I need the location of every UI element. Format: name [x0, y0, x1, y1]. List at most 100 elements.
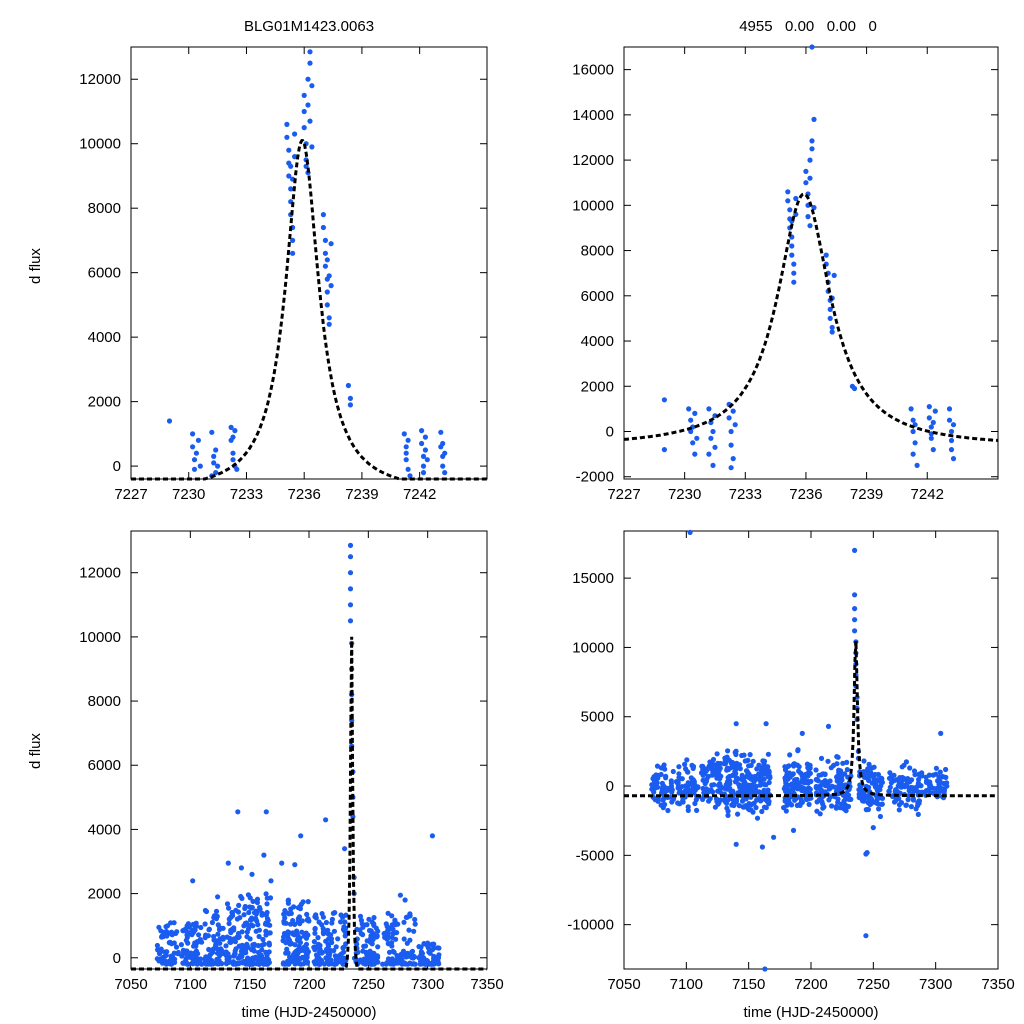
- data-point: [230, 450, 236, 456]
- data-point: [795, 748, 801, 754]
- data-point: [688, 417, 694, 423]
- data-point: [794, 802, 800, 809]
- data-point: [263, 809, 269, 815]
- data-point: [357, 957, 363, 963]
- data-point: [898, 800, 905, 806]
- data-point: [195, 437, 201, 443]
- data-point: [676, 771, 682, 777]
- data-point: [266, 940, 272, 946]
- data-point: [267, 930, 273, 936]
- data-point: [658, 771, 664, 778]
- data-point: [684, 787, 690, 793]
- data-point: [316, 919, 322, 925]
- y-tick-label: -10000: [567, 917, 614, 934]
- data-point: [259, 947, 265, 953]
- data-point: [910, 451, 916, 457]
- data-point: [213, 941, 219, 948]
- data-point: [771, 834, 777, 840]
- data-point: [418, 944, 424, 950]
- data-point: [747, 752, 753, 758]
- data-point: [652, 797, 658, 803]
- data-point: [228, 914, 234, 920]
- data-point: [695, 785, 701, 791]
- data-point: [173, 944, 180, 950]
- data-point: [914, 462, 920, 468]
- data-point: [385, 941, 391, 947]
- data-point: [750, 758, 756, 764]
- data-point: [189, 928, 195, 934]
- data-point: [694, 807, 700, 814]
- data-point: [295, 905, 301, 911]
- data-point: [442, 450, 448, 456]
- data-point: [311, 939, 317, 945]
- data-point: [665, 807, 671, 814]
- data-point: [396, 960, 402, 966]
- data-point: [237, 954, 243, 961]
- data-point: [332, 910, 338, 916]
- data-point: [688, 428, 694, 435]
- data-point: [816, 772, 822, 778]
- data-point: [338, 958, 344, 964]
- x-tick-label: 7350: [470, 976, 503, 993]
- data-point: [328, 283, 334, 289]
- x-tick-label: 7242: [403, 486, 436, 503]
- data-point: [829, 803, 835, 809]
- data-point: [759, 844, 766, 850]
- x-tick-label: 7239: [345, 486, 378, 503]
- data-point: [732, 749, 738, 756]
- data-point: [312, 947, 318, 953]
- data-point: [190, 878, 196, 884]
- data-point: [936, 790, 942, 796]
- data-point: [250, 898, 256, 905]
- data-point: [267, 895, 274, 901]
- data-point: [328, 932, 334, 938]
- data-point: [206, 946, 212, 953]
- data-point: [852, 606, 858, 612]
- data-point: [926, 404, 932, 410]
- data-point: [787, 752, 793, 758]
- x-tick-label: 7050: [607, 976, 640, 993]
- data-point: [326, 315, 332, 321]
- data-point: [332, 953, 338, 959]
- data-point: [418, 949, 424, 955]
- panel-top-right: 4955 0.00 0.00 0 7227 7230 7233 7236 7239 724…: [572, 18, 999, 503]
- data-point: [782, 777, 789, 784]
- data-point: [927, 780, 933, 787]
- data-points: [661, 44, 957, 471]
- data-point: [820, 801, 826, 807]
- data-point: [425, 943, 431, 949]
- data-point: [203, 961, 209, 967]
- data-point: [290, 918, 296, 924]
- y-tick-label: 4000: [88, 329, 121, 346]
- data-point: [163, 952, 169, 958]
- data-point: [223, 961, 230, 967]
- data-point: [706, 451, 712, 457]
- y-axis-label: d flux: [27, 248, 44, 284]
- data-point: [741, 779, 748, 785]
- data-point: [233, 961, 239, 967]
- data-point: [385, 910, 391, 916]
- data-point: [668, 780, 675, 787]
- data-point: [225, 951, 231, 957]
- data-point: [910, 797, 917, 803]
- data-point: [684, 757, 690, 763]
- data-point: [304, 946, 310, 952]
- data-point: [713, 796, 720, 802]
- data-point: [863, 851, 869, 857]
- data-point: [323, 817, 329, 823]
- x-tick-label: 7300: [919, 976, 952, 993]
- data-point: [301, 125, 307, 131]
- data-point: [215, 463, 221, 469]
- data-point: [728, 760, 734, 766]
- data-point: [736, 803, 742, 809]
- data-point: [948, 447, 955, 453]
- data-point: [294, 937, 300, 943]
- data-point: [412, 916, 418, 923]
- data-point: [202, 921, 208, 927]
- y-tick-label: 4000: [88, 821, 121, 838]
- data-point: [288, 940, 295, 947]
- data-point: [785, 189, 791, 195]
- data-point: [385, 928, 391, 934]
- data-point: [174, 929, 180, 935]
- data-point: [219, 961, 225, 967]
